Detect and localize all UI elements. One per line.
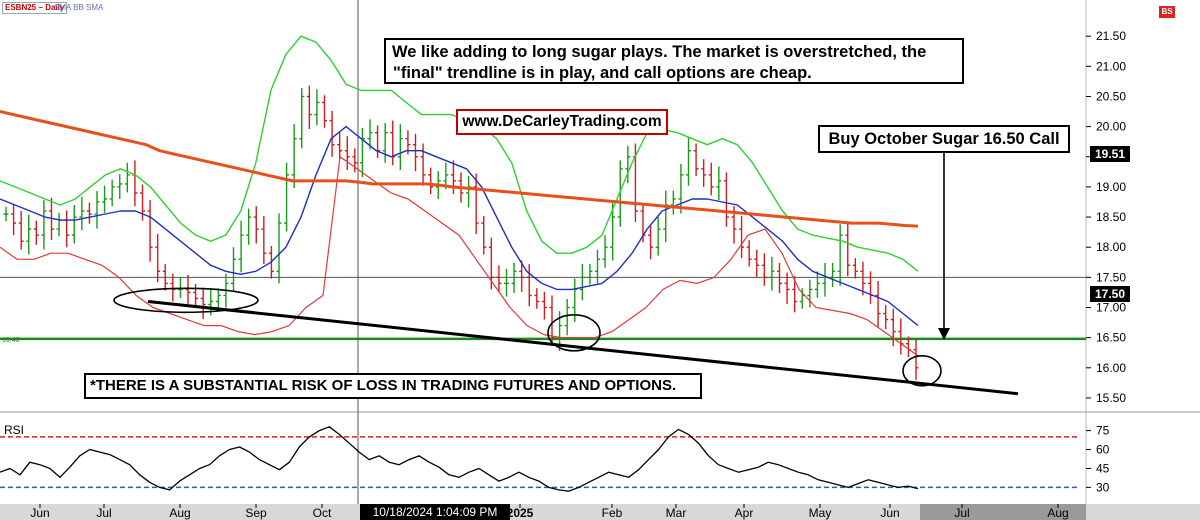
trade-label: Buy October Sugar 16.50 Call [818,125,1070,153]
x-tick-label: Aug [169,506,190,520]
y-tick-label: 17.00 [1096,301,1126,315]
cursor-timestamp: 10/18/2024 1:04:09 PM [360,504,510,520]
x-tick-label: Feb [602,506,623,520]
y-tick-label: 16.00 [1096,361,1126,375]
x-tick-label: May [809,506,832,520]
website-label: www.DeCarleyTrading.com [456,109,668,135]
rsi-label: rsi [4,423,25,437]
ellipse-jun-low [902,355,942,387]
ma-long-line [0,110,919,228]
y-tick-label: 19.00 [1096,180,1126,194]
y-tick-label: 18.50 [1096,210,1126,224]
x-tick-label: Apr [735,506,754,520]
reference-level-label: 16.48 [2,337,20,344]
y-tick-label: 20.50 [1096,89,1126,103]
main-annotation-line-2: "final" trendline is in play, and call o… [393,64,812,82]
x-tick-label: Jul [954,506,969,520]
rsi-tick-label: 75 [1096,424,1110,438]
y-tick-label: 21.50 [1096,29,1126,43]
indicator-label[interactable]: SMA BB SMA [54,3,104,12]
price-tag-last: 19.51 [1090,146,1130,162]
arrow-head [938,328,950,340]
risk-disclaimer: *THERE IS A SUBSTANTIAL RISK OF LOSS IN … [84,373,702,399]
y-tick-label: 20.00 [1096,120,1126,134]
bollinger-lower-line [0,156,919,357]
x-tick-label: Oct [313,506,332,520]
main-annotation-line-1: We like adding to long sugar plays. The … [392,43,927,61]
x-tick-label: 2025 [507,506,534,520]
x-tick-label: Jun [880,506,899,520]
x-tick-label: Aug [1047,506,1068,520]
y-tick-label: 16.50 [1096,331,1126,345]
rsi-line [0,426,919,492]
main-annotation: We like adding to long sugar plays. The … [384,38,964,84]
x-tick-label: Mar [666,506,687,520]
y-tick-label: 15.50 [1096,391,1126,405]
trendline [147,299,1019,396]
price-tag-cursor: 17.50 [1090,286,1130,302]
time-axis-bar [0,504,1200,520]
ellipse-jan-low [547,314,601,352]
rsi-tick-label: 30 [1096,480,1110,494]
x-tick-label: Sep [245,506,267,520]
rsi-tick-label: 45 [1096,461,1110,475]
symbol-label[interactable]: ESBN25 ~ Daily [2,2,68,14]
ellipse-aug-low [113,287,259,314]
rsi-tick-label: 60 [1096,443,1110,457]
y-tick-label: 21.00 [1096,59,1126,73]
x-tick-label: Jun [30,506,49,520]
y-tick-label: 18.00 [1096,240,1126,254]
bs-icon[interactable]: BS [1159,6,1175,18]
y-tick-label: 17.50 [1096,270,1126,284]
x-tick-label: Jul [96,506,111,520]
ma-short-line [0,125,919,327]
